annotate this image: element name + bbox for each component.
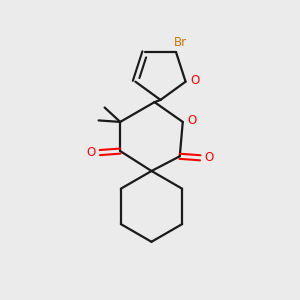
- Text: O: O: [190, 74, 200, 87]
- Text: O: O: [86, 146, 95, 159]
- Text: Br: Br: [174, 36, 187, 49]
- Text: O: O: [205, 151, 214, 164]
- Text: O: O: [188, 114, 197, 127]
